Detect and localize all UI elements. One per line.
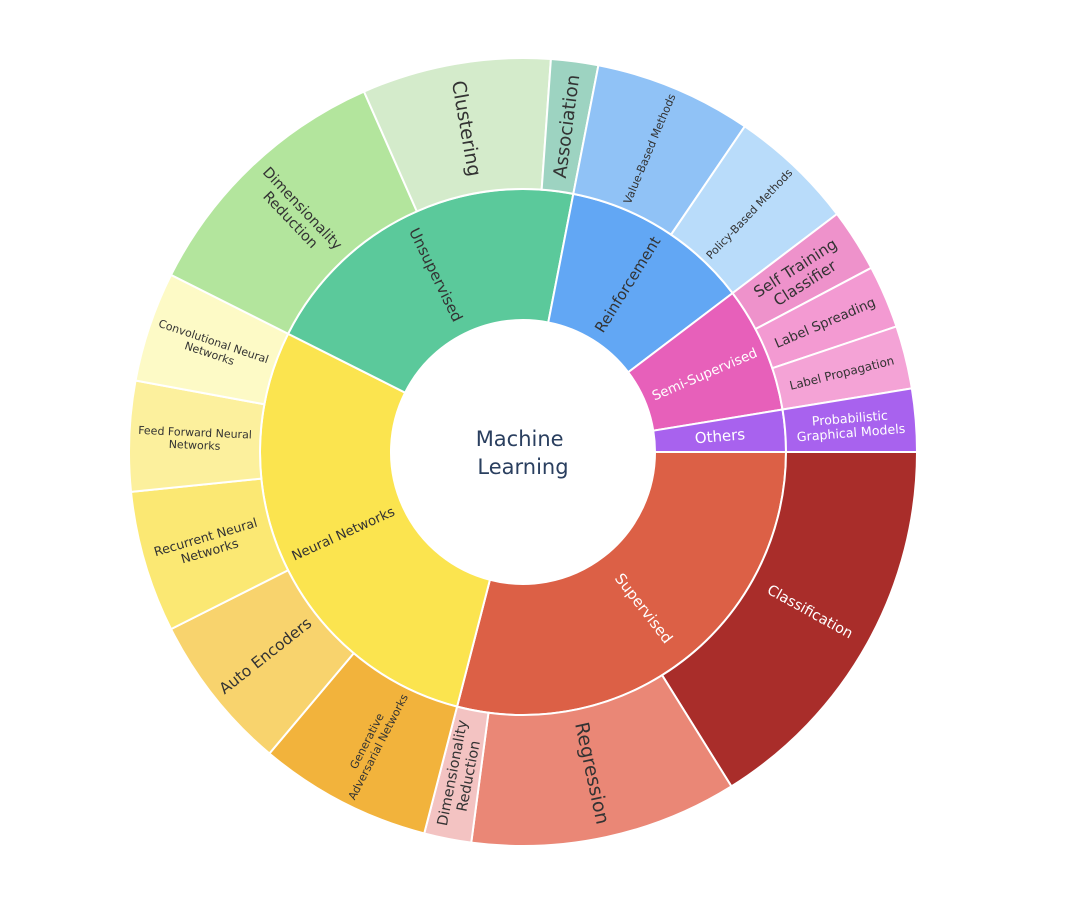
- segment-others-probabilistic-graphical-models[interactable]: [781, 387, 919, 453]
- root-label-line-2: Learning: [477, 455, 568, 479]
- root-label-line-1: Machine: [476, 427, 564, 451]
- segment-supervised-classification[interactable]: [660, 451, 919, 788]
- root-label: Machine Learning: [476, 427, 571, 479]
- segments-group: [128, 57, 919, 847]
